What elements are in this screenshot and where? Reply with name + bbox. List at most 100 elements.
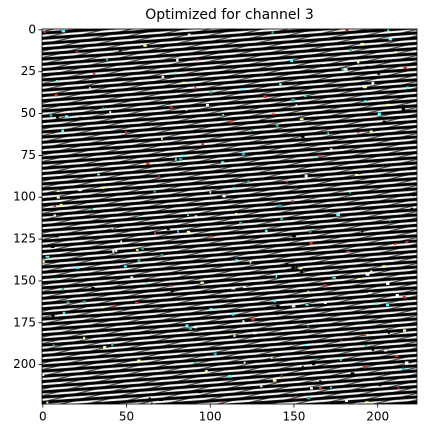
speck	[83, 336, 86, 340]
speck	[365, 273, 370, 276]
speck	[394, 355, 399, 358]
speck	[327, 132, 329, 135]
speck	[181, 154, 186, 157]
speck	[314, 156, 319, 159]
speck	[251, 318, 255, 321]
speck	[186, 230, 191, 234]
speck	[82, 300, 86, 304]
speck	[104, 181, 107, 184]
speck	[279, 83, 282, 86]
speck	[401, 107, 406, 111]
speck	[109, 111, 112, 114]
speck	[318, 387, 323, 390]
speck	[378, 383, 382, 387]
speck	[256, 230, 260, 233]
speck	[97, 173, 100, 176]
speck	[242, 285, 247, 288]
speck	[51, 314, 55, 318]
speck	[303, 344, 307, 346]
speck	[307, 325, 309, 328]
speck	[368, 292, 372, 294]
speck	[382, 265, 386, 268]
speck	[120, 240, 122, 244]
speck	[209, 308, 213, 310]
speck	[291, 305, 296, 308]
speck	[146, 162, 150, 165]
speck	[181, 81, 186, 84]
speck	[405, 240, 409, 243]
speck	[101, 115, 106, 118]
speck	[75, 50, 79, 53]
speck	[148, 397, 151, 400]
speck	[304, 94, 307, 98]
speck	[174, 71, 177, 74]
speck	[177, 274, 180, 277]
speck	[222, 401, 224, 404]
speck	[154, 232, 157, 235]
speck	[377, 112, 382, 116]
speck	[53, 59, 55, 62]
y-tick-label: 125	[13, 232, 36, 246]
speck	[136, 249, 139, 252]
speck	[143, 44, 147, 47]
speck	[169, 106, 173, 109]
speck	[385, 303, 390, 307]
speck	[213, 352, 217, 356]
speck	[91, 286, 95, 289]
y-tick-label: 25	[21, 64, 36, 78]
speck	[234, 212, 238, 215]
speck	[349, 48, 353, 51]
speck	[315, 358, 318, 361]
speck	[350, 372, 355, 375]
speck	[366, 65, 369, 68]
speck	[56, 196, 60, 199]
speck	[158, 398, 163, 402]
speck	[369, 270, 373, 273]
speck	[209, 235, 214, 238]
speck	[260, 385, 263, 388]
speck	[194, 86, 197, 90]
speck	[52, 344, 55, 347]
speck	[78, 117, 82, 120]
speck	[89, 87, 91, 90]
speck	[280, 374, 283, 378]
speck	[182, 235, 186, 238]
speck	[285, 262, 289, 265]
speck	[363, 334, 366, 337]
speck	[291, 200, 294, 203]
speck	[365, 401, 369, 404]
speck	[137, 259, 141, 263]
speck	[231, 287, 236, 290]
speck	[242, 320, 245, 323]
speck	[150, 402, 153, 404]
speck	[299, 118, 304, 121]
speck	[166, 228, 170, 231]
speck	[356, 232, 361, 236]
speck	[101, 306, 104, 309]
speck	[54, 278, 57, 281]
speck	[222, 114, 224, 116]
speck	[111, 343, 114, 347]
speck	[375, 302, 378, 306]
speck	[412, 193, 416, 197]
speck	[388, 38, 393, 41]
speck	[271, 31, 274, 34]
speck	[161, 75, 165, 78]
speck	[103, 346, 107, 349]
speck	[309, 215, 312, 218]
speck	[330, 386, 332, 389]
speck	[157, 175, 160, 177]
speck	[125, 131, 127, 134]
speck	[141, 247, 144, 250]
speck	[105, 58, 109, 61]
speck	[363, 365, 367, 369]
speck	[161, 137, 163, 140]
speck	[349, 191, 352, 194]
speck	[307, 290, 310, 294]
speck	[357, 277, 361, 280]
speck	[340, 339, 343, 342]
speck	[123, 265, 127, 268]
speck	[290, 59, 294, 63]
speck	[401, 367, 406, 371]
speck	[179, 158, 183, 161]
